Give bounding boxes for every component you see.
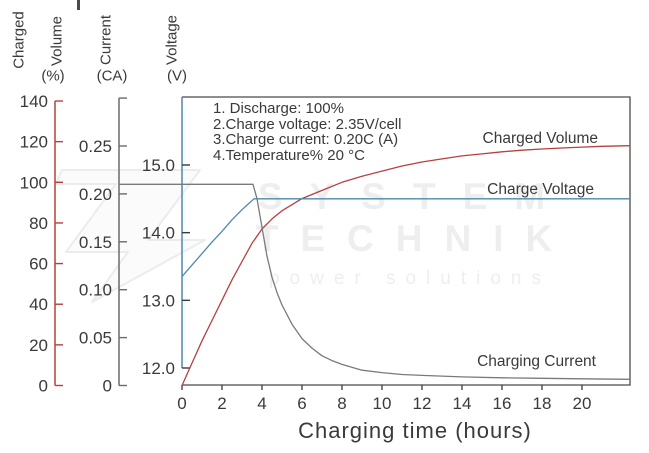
volume-axis-tick-label: 100 [20, 173, 48, 192]
current-axis-tick-label: 0.25 [79, 137, 112, 156]
chart-conditions-annotation: 1. Discharge: 100% 2.Charge voltage: 2.3… [213, 101, 401, 163]
annotation-line-current: 3.Charge current: 0.20C (A) [213, 131, 399, 148]
annotation-line-discharge: 1. Discharge: 100% [213, 100, 344, 117]
current-axis-tick-label: 0.05 [79, 329, 112, 348]
x-axis-tick-label: 14 [453, 394, 472, 413]
volume-axis-tick-label: 40 [29, 295, 48, 314]
plot-border [182, 96, 631, 386]
charged-volume-series-label: Charged Volume [482, 130, 598, 147]
volume-axis-title-word-volume: Volume [48, 15, 66, 67]
watermark-line3: power solutions [268, 268, 552, 289]
volume-axis-tick-label: 120 [20, 133, 48, 152]
charging-current-series-label: Charging Current [477, 353, 596, 370]
volume-axis-unit: (%) [41, 67, 65, 85]
charge-voltage-curve [181, 198, 630, 278]
volume-axis-tick-label: 0 [39, 376, 48, 395]
x-axis-tick-label: 20 [573, 394, 592, 413]
volume-axis-title-word-charged: Charged [10, 11, 28, 69]
voltage-axis-tick-label: 12.0 [142, 359, 175, 378]
current-axis-tick-label: 0.15 [79, 233, 112, 252]
voltage-axis-tick-label: 15.0 [142, 156, 175, 175]
annotation-line-voltage: 2.Charge voltage: 2.35V/cell [213, 115, 402, 133]
volume-axis-tick-label: 20 [29, 336, 48, 355]
watermark-line2: TECHNIK [255, 218, 575, 259]
x-axis-tick-label: 10 [373, 394, 392, 413]
x-axis-tick-label: 12 [413, 394, 432, 413]
annotation-line-temperature: 4.Temperature% 20 °C [213, 146, 365, 164]
voltage-axis-title: Voltage [163, 14, 181, 66]
cropped-edge-artifact [77, 0, 80, 10]
charging-current-curve [119, 183, 631, 380]
x-axis-tick-label: 8 [337, 394, 346, 413]
x-axis-tick-label: 16 [493, 394, 512, 413]
current-axis-tick-label: 0.20 [79, 185, 112, 204]
x-axis-tick-label: 6 [297, 394, 306, 413]
x-axis-tick-label: 0 [177, 394, 186, 413]
charged-volume-curve [181, 145, 631, 386]
current-axis-unit: (CA) [96, 67, 128, 85]
x-axis-tick-label: 2 [217, 394, 226, 413]
current-axis-title: Current [97, 14, 115, 66]
current-axis-tick-label: 0 [103, 376, 112, 395]
charge-voltage-series-label: Charge Voltage [487, 181, 594, 198]
x-axis-title: Charging time (hours) [298, 418, 532, 443]
volume-axis-tick-label: 60 [29, 255, 48, 274]
volume-axis-tick-label: 80 [29, 214, 48, 233]
volume-axis-tick-label: 140 [20, 92, 48, 111]
x-axis-tick-label: 4 [257, 394, 266, 413]
voltage-axis-tick-label: 13.0 [142, 291, 175, 310]
voltage-axis-tick-label: 14.0 [142, 224, 175, 243]
x-axis-tick-label: 18 [533, 394, 552, 413]
current-axis-tick-label: 0.10 [79, 281, 112, 300]
voltage-axis-unit: (V) [167, 67, 187, 85]
